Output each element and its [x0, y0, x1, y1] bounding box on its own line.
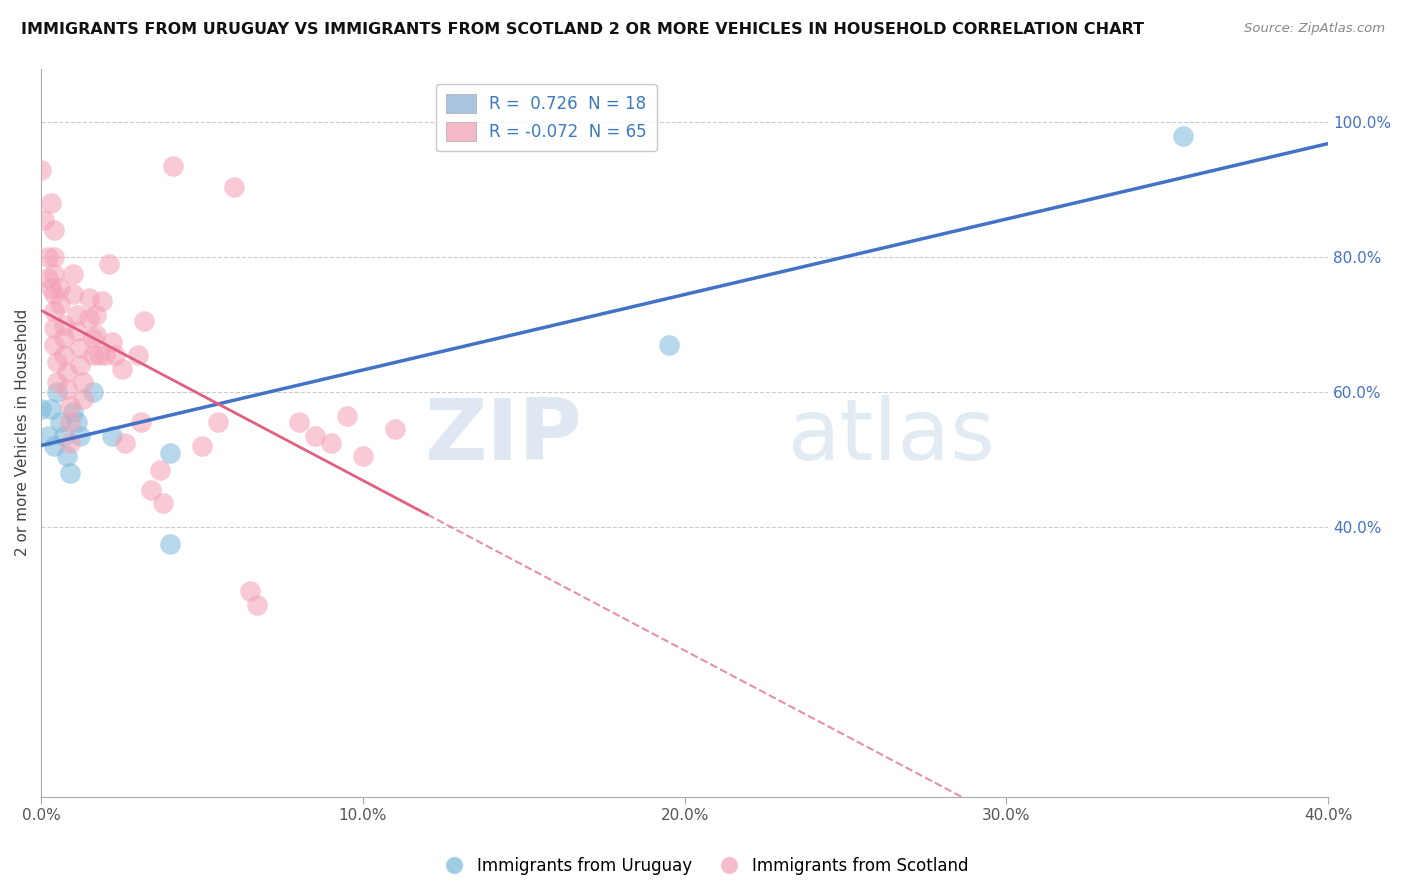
Point — [34, 213, 56, 227]
Point — [59, 435, 82, 450]
Point — [42, 223, 65, 237]
Point — [352, 449, 374, 463]
Point — [132, 314, 155, 328]
Point — [52, 331, 75, 345]
Point — [82, 331, 104, 345]
Point — [110, 361, 132, 376]
Point — [162, 159, 184, 173]
Point — [79, 310, 101, 325]
Point — [72, 375, 94, 389]
Point — [39, 280, 62, 294]
Point — [336, 409, 359, 423]
Point — [49, 297, 72, 311]
Point — [152, 496, 174, 510]
Point — [65, 416, 87, 430]
Text: Source: ZipAtlas.com: Source: ZipAtlas.com — [1244, 22, 1385, 36]
Point — [30, 162, 52, 177]
Point — [82, 385, 104, 400]
Text: IMMIGRANTS FROM URUGUAY VS IMMIGRANTS FROM SCOTLAND 2 OR MORE VEHICLES IN HOUSEH: IMMIGRANTS FROM URUGUAY VS IMMIGRANTS FR… — [21, 22, 1144, 37]
Point — [94, 348, 117, 362]
Point — [42, 250, 65, 264]
Point — [39, 402, 62, 417]
Point — [207, 416, 229, 430]
Point — [139, 483, 162, 497]
Point — [52, 318, 75, 332]
Point — [62, 287, 84, 301]
Point — [49, 416, 72, 430]
Point — [224, 179, 246, 194]
Point — [69, 429, 91, 443]
Y-axis label: 2 or more Vehicles in Household: 2 or more Vehicles in Household — [15, 309, 30, 557]
Point — [62, 267, 84, 281]
Point — [79, 291, 101, 305]
Point — [65, 308, 87, 322]
Point — [37, 250, 59, 264]
Point — [49, 280, 72, 294]
Point — [129, 416, 152, 430]
Point — [84, 308, 107, 322]
Point — [42, 287, 65, 301]
Point — [42, 321, 65, 335]
Point — [101, 334, 124, 349]
Point — [59, 466, 82, 480]
Point — [42, 439, 65, 453]
Point — [56, 382, 79, 396]
Point — [104, 348, 127, 362]
Point — [59, 399, 82, 413]
Point — [69, 341, 91, 355]
Point — [59, 416, 82, 430]
Point — [42, 338, 65, 352]
Point — [319, 435, 342, 450]
Point — [37, 429, 59, 443]
Point — [101, 429, 124, 443]
Legend: Immigrants from Uruguay, Immigrants from Scotland: Immigrants from Uruguay, Immigrants from… — [430, 851, 976, 882]
Point — [114, 435, 136, 450]
Point — [127, 348, 149, 362]
Point — [287, 416, 309, 430]
Text: ZIP: ZIP — [425, 395, 582, 478]
Point — [82, 348, 104, 362]
Point — [159, 446, 181, 460]
Point — [52, 429, 75, 443]
Point — [46, 375, 69, 389]
Point — [39, 196, 62, 211]
Point — [37, 270, 59, 285]
Point — [56, 449, 79, 463]
Point — [69, 358, 91, 372]
Point — [1173, 128, 1195, 143]
Point — [246, 598, 269, 612]
Point — [46, 385, 69, 400]
Point — [159, 537, 181, 551]
Point — [72, 392, 94, 406]
Point — [97, 257, 120, 271]
Point — [42, 267, 65, 281]
Point — [30, 402, 52, 417]
Point — [56, 365, 79, 379]
Point — [87, 348, 110, 362]
Point — [84, 327, 107, 342]
Point — [149, 463, 172, 477]
Point — [62, 405, 84, 419]
Point — [91, 294, 114, 309]
Point — [65, 325, 87, 339]
Point — [42, 304, 65, 318]
Point — [657, 338, 679, 352]
Point — [191, 439, 214, 453]
Point — [384, 422, 406, 436]
Point — [46, 355, 69, 369]
Point — [239, 584, 262, 599]
Point — [304, 429, 326, 443]
Legend: R =  0.726  N = 18, R = -0.072  N = 65: R = 0.726 N = 18, R = -0.072 N = 65 — [436, 84, 657, 151]
Text: atlas: atlas — [787, 395, 995, 478]
Point — [52, 348, 75, 362]
